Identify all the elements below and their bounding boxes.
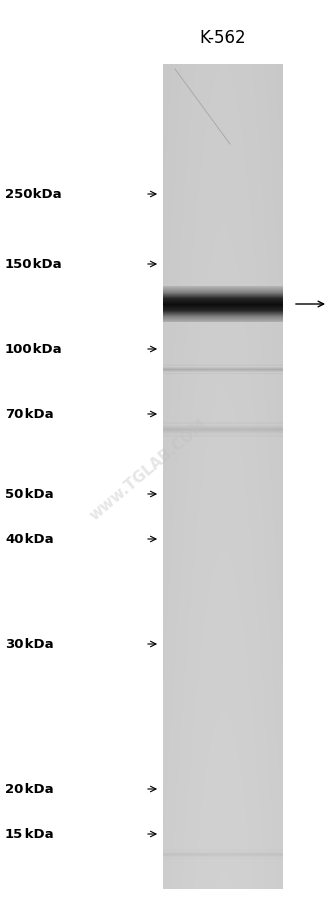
Text: kDa: kDa bbox=[20, 408, 53, 421]
Text: 250: 250 bbox=[5, 189, 32, 201]
Text: kDa: kDa bbox=[20, 488, 53, 501]
Text: kDa: kDa bbox=[27, 258, 61, 272]
Text: 15: 15 bbox=[5, 827, 23, 841]
Text: 50: 50 bbox=[5, 488, 23, 501]
Text: www.TGLAB.COM: www.TGLAB.COM bbox=[87, 416, 210, 522]
Text: kDa: kDa bbox=[20, 638, 53, 650]
Text: 30: 30 bbox=[5, 638, 23, 650]
Text: 150: 150 bbox=[5, 258, 32, 272]
Text: kDa: kDa bbox=[20, 783, 53, 796]
Text: 70: 70 bbox=[5, 408, 23, 421]
Text: kDa: kDa bbox=[27, 189, 61, 201]
Text: 100: 100 bbox=[5, 343, 33, 356]
Text: 20: 20 bbox=[5, 783, 23, 796]
Text: 40: 40 bbox=[5, 533, 23, 546]
Text: K-562: K-562 bbox=[200, 29, 246, 47]
Text: kDa: kDa bbox=[20, 533, 53, 546]
Text: kDa: kDa bbox=[20, 827, 53, 841]
Text: kDa: kDa bbox=[27, 343, 61, 356]
